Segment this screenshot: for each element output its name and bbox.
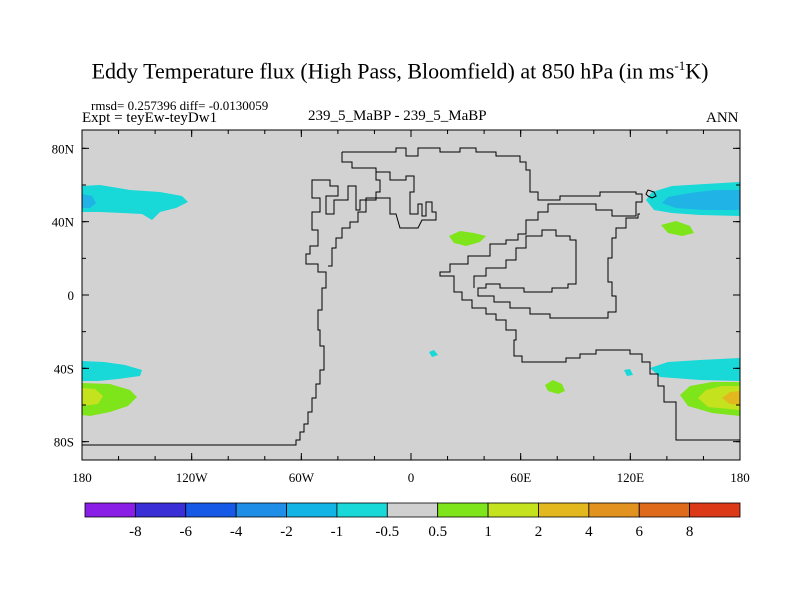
colorbar-label-4: -1 <box>331 524 344 540</box>
colorbar-swatch-8 <box>487 502 539 518</box>
colorbar-label-2: -4 <box>230 524 243 540</box>
colorbar <box>84 502 741 518</box>
colorbar-label-5: -0.5 <box>375 524 399 540</box>
colorbar-swatch-0 <box>84 502 136 518</box>
colorbar-label-0: -8 <box>129 524 142 540</box>
colorbar-swatch-10 <box>588 502 640 518</box>
coastline-asia-north <box>342 147 740 441</box>
season-label: ANN <box>706 110 739 126</box>
coastline-small-a <box>645 189 657 199</box>
y-tick-label-3: 40S <box>54 361 74 376</box>
colorbar-swatch-9 <box>538 502 590 518</box>
axis-ticks <box>81 130 741 460</box>
colorbar-swatch-12 <box>689 502 741 518</box>
contour-south-ocean-east-positive-core <box>698 386 740 410</box>
colorbar-swatch-4 <box>286 502 338 518</box>
x-tick-label-1: 120W <box>176 470 209 485</box>
colorbar-label-11: 8 <box>686 524 694 540</box>
contour-south-ocean-east-positive-inner <box>722 391 740 405</box>
contour-pacific-small-negative <box>624 369 633 376</box>
colorbar-swatch-6 <box>386 502 439 518</box>
coastlines <box>82 147 740 446</box>
y-tick-label-4: 80S <box>54 435 74 450</box>
axis-tick-labels: 180 120W 60W 0 60E 120E 180 80N 40N 0 40S 80S <box>52 141 750 485</box>
y-tick-label-1: 40N <box>52 215 75 230</box>
x-tick-label-0: 180 <box>72 470 92 485</box>
colorbar-label-10: 6 <box>635 524 643 540</box>
stats-label: rmsd= 0.257396 diff= -0.0130059 <box>91 98 269 113</box>
coastline-inner-loop <box>473 213 640 319</box>
contour-south-ocean-west-negative <box>82 361 142 381</box>
contour-fill-layer <box>82 182 740 416</box>
coastline-asia-north-top <box>341 152 377 172</box>
contour-africa-positive <box>449 231 486 246</box>
chart-title: Eddy Temperature flux (High Pass, Bloomf… <box>91 58 709 84</box>
y-tick-label-0: 80N <box>52 141 75 156</box>
colorbar-swatch-11 <box>638 502 691 518</box>
colorbar-label-3: -2 <box>280 524 293 540</box>
colorbar-swatch-1 <box>134 502 187 518</box>
contour-north-pacific-east-core <box>82 194 96 208</box>
x-tick-label-2: 60W <box>289 470 315 485</box>
contour-north-pacific-west-core <box>662 190 740 210</box>
y-tick-label-2: 0 <box>68 288 75 303</box>
x-tick-label-4: 60E <box>510 470 531 485</box>
colorbar-label-1: -6 <box>180 524 193 540</box>
contour-south-ocean-east-negative <box>650 358 740 381</box>
contour-atlantic-small-negative <box>429 350 438 357</box>
colorbar-swatch-3 <box>235 502 287 518</box>
contour-south-ocean-west-positive-core <box>82 388 103 406</box>
x-tick-label-3: 0 <box>408 470 415 485</box>
colorbar-swatch-2 <box>185 502 237 518</box>
contour-japan-positive <box>661 221 694 236</box>
contour-north-pacific-east <box>82 185 188 220</box>
contour-indian-ocean-positive <box>545 380 565 394</box>
colorbar-swatch-5 <box>336 502 388 518</box>
colorbar-label-8: 2 <box>535 524 543 540</box>
colorbar-label-9: 4 <box>585 524 593 540</box>
colorbar-label-6: 0.5 <box>428 524 447 540</box>
case-label: 239_5_MaBP - 239_5_MaBP <box>308 108 487 124</box>
x-tick-label-6: 180 <box>730 470 750 485</box>
x-tick-label-5: 120E <box>617 470 645 485</box>
coastline-americas <box>82 171 437 446</box>
experiment-label: Expt = teyEw-teyDw1 <box>82 110 218 126</box>
colorbar-labels: -8 -6 -4 -2 -1 -0.5 0.5 1 2 4 6 8 <box>129 524 693 540</box>
colorbar-swatch-7 <box>437 502 489 518</box>
colorbar-label-7: 1 <box>484 524 492 540</box>
map-background <box>82 130 740 460</box>
